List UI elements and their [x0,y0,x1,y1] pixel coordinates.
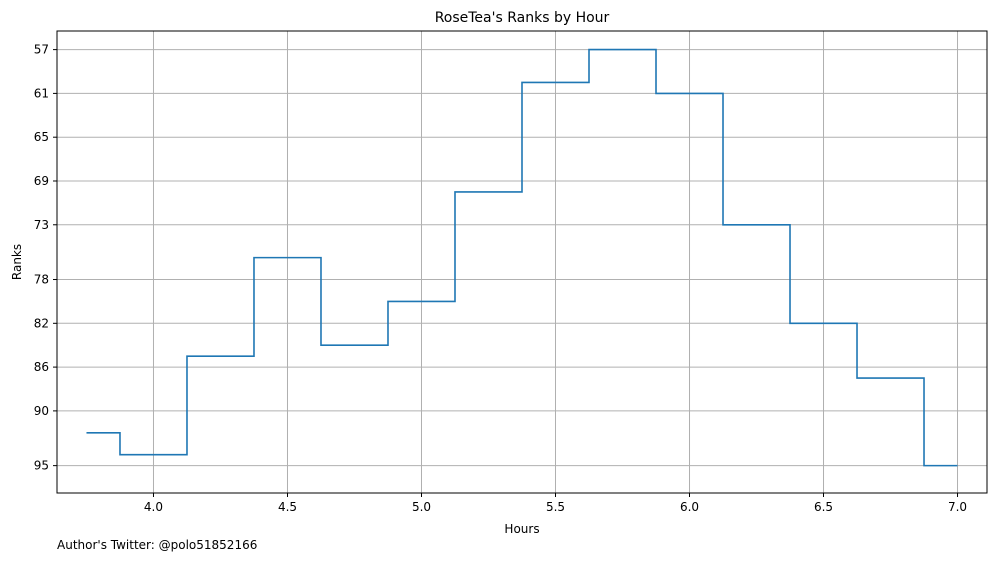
y-axis-ticks: 57 61 65 69 73 78 82 86 90 95 [34,43,57,473]
y-tick-label: 65 [34,130,49,144]
x-tick-label: 7.0 [948,500,967,514]
y-tick-label: 57 [34,43,49,57]
x-axis-ticks: 4.0 4.5 5.0 5.5 6.0 6.5 7.0 [144,493,967,514]
author-credit: Author's Twitter: @polo51852166 [57,538,258,552]
x-tick-label: 4.5 [278,500,297,514]
y-axis-label: Ranks [10,244,24,280]
y-tick-label: 78 [34,273,49,287]
rank-step-line [86,48,958,467]
chart-title: RoseTea's Ranks by Hour [435,10,610,26]
y-tick-label: 69 [34,174,49,188]
x-tick-label: 6.0 [680,500,699,514]
y-tick-label: 73 [34,218,49,232]
y-tick-label: 82 [34,316,49,330]
y-tick-label: 95 [34,459,49,473]
series-group [86,48,958,467]
x-axis-label: Hours [504,522,539,536]
y-tick-label: 86 [34,360,49,374]
x-tick-label: 5.0 [412,500,431,514]
y-tick-label: 90 [34,404,49,418]
plot-frame [56,30,988,494]
y-tick-label: 61 [34,86,49,100]
x-tick-label: 4.0 [144,500,163,514]
x-tick-label: 6.5 [814,500,833,514]
x-tick-label: 5.5 [546,500,565,514]
